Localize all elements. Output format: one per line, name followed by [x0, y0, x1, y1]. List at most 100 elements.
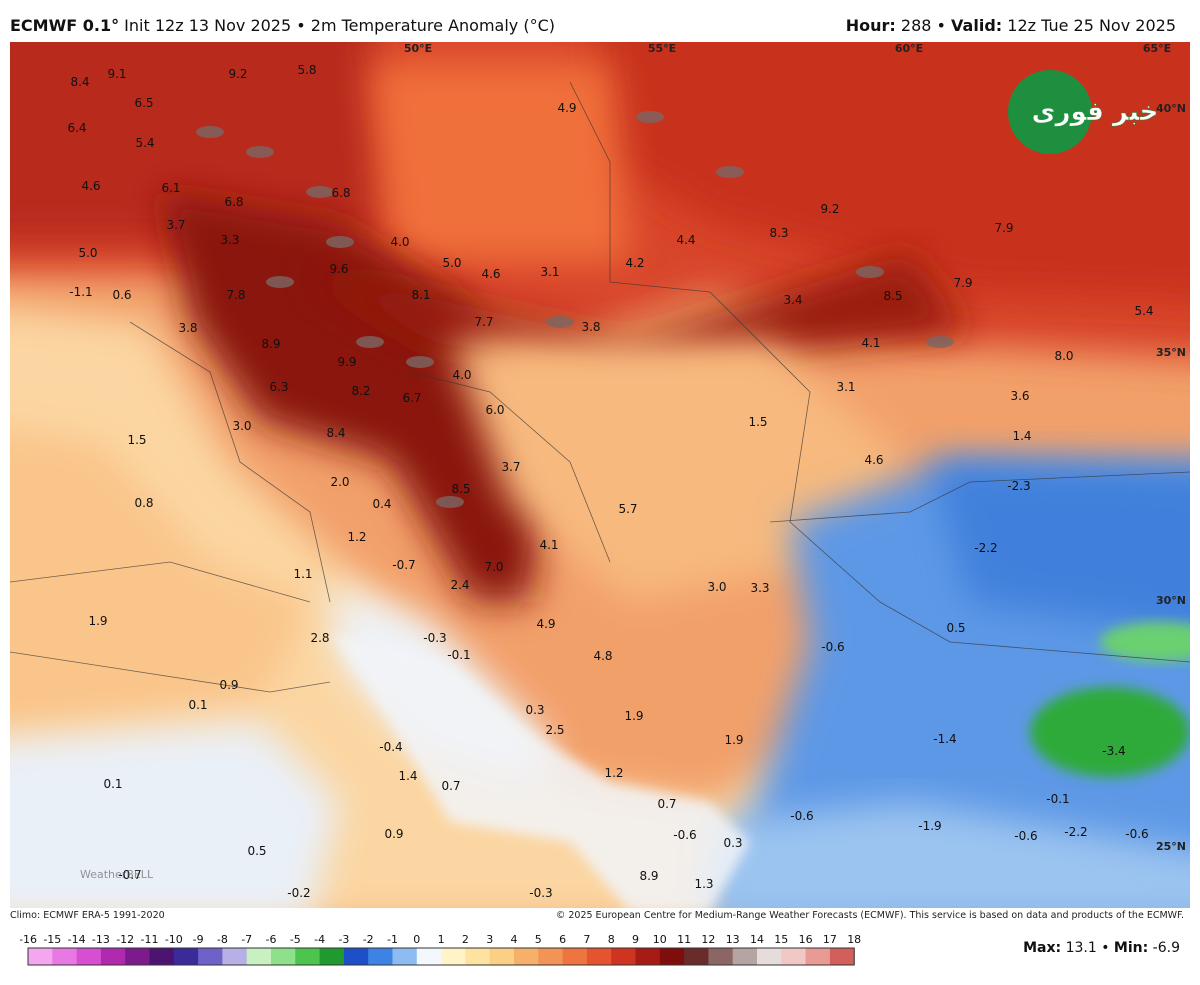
- anomaly-label: 8.0: [1054, 349, 1073, 363]
- anomaly-label: 8.3: [769, 226, 788, 240]
- anomaly-label: 0.9: [384, 827, 403, 841]
- anomaly-label: -1.9: [918, 819, 941, 833]
- anomaly-label: 0.5: [247, 844, 266, 858]
- anomaly-label: 1.4: [398, 769, 417, 783]
- anomaly-label: -1.4: [933, 732, 956, 746]
- colorbar-bin: [368, 948, 393, 965]
- anomaly-label: 8.9: [639, 869, 658, 883]
- anomaly-label: 4.1: [861, 336, 880, 350]
- anomaly-label: 5.7: [618, 502, 637, 516]
- anomaly-label: 4.4: [676, 233, 695, 247]
- terrain-patch: [246, 146, 274, 158]
- colorbar-tick: 9: [632, 933, 639, 946]
- anomaly-label: 8.5: [451, 482, 470, 496]
- header-part: Max:: [1023, 940, 1062, 956]
- colorbar-tick: 14: [750, 933, 764, 946]
- anomaly-label: 5.0: [442, 256, 461, 270]
- anomaly-label: 1.3: [694, 877, 713, 891]
- temperature-area: [1030, 687, 1190, 777]
- temperature-area: [1100, 622, 1190, 662]
- colorbar-tick: -14: [68, 933, 86, 946]
- anomaly-label: 4.1: [539, 538, 558, 552]
- colorbar-bin: [732, 948, 758, 965]
- colorbar-tick: 2: [462, 933, 469, 946]
- border: [709, 291, 951, 643]
- stats: Max: 13.1 • Min: -6.9: [1023, 940, 1180, 956]
- colorbar-tick: 16: [799, 933, 813, 946]
- colorbar-bin: [781, 948, 807, 965]
- anomaly-label: 8.5: [883, 289, 902, 303]
- copyright: © 2025 European Centre for Medium-Range …: [555, 910, 1184, 921]
- colorbar-tick: -12: [116, 933, 134, 946]
- anomaly-label: 4.0: [452, 368, 471, 382]
- header-part: Hour:: [845, 16, 896, 35]
- header-part: Valid:: [951, 16, 1003, 35]
- colorbar-tick: -11: [141, 933, 159, 946]
- colorbar-bin: [319, 948, 345, 965]
- colorbar-bin: [441, 948, 466, 965]
- colorbar-tick: 11: [677, 933, 691, 946]
- colorbar-tick: -3: [338, 933, 349, 946]
- anomaly-label: -0.6: [1125, 827, 1148, 841]
- colorbar-bin: [76, 948, 102, 965]
- anomaly-label: -3.4: [1102, 744, 1125, 758]
- anomaly-label: -0.1: [1046, 792, 1069, 806]
- anomaly-label: 6.4: [67, 121, 86, 135]
- colorbar: -16 -15 -14 -13 -12 -11 -10 -9 -8 -7 -6 -5 -4 -3 -2 -1 0…: [20, 933, 861, 966]
- logo-badge: [1008, 70, 1092, 154]
- lon-label: 50°E: [404, 42, 432, 55]
- colorbar-tick: 8: [608, 933, 615, 946]
- anomaly-label: 3.0: [707, 580, 726, 594]
- anomaly-label: 5.8: [297, 63, 316, 77]
- colorbar-bin: [416, 948, 442, 965]
- colorbar-bin: [149, 948, 175, 965]
- colorbar-bin: [635, 948, 661, 965]
- anomaly-label: 6.7: [402, 391, 421, 405]
- anomaly-label: 3.1: [836, 380, 855, 394]
- anomaly-label: 1.9: [624, 709, 643, 723]
- header-part: Min:: [1113, 940, 1149, 956]
- anomaly-label: -0.1: [447, 648, 470, 662]
- anomaly-label: 9.9: [337, 355, 356, 369]
- anomaly-label: 3.8: [178, 321, 197, 335]
- lat-label: 35°N: [1156, 346, 1186, 359]
- anomaly-label: -2.3: [1007, 479, 1030, 493]
- anomaly-label: 6.1: [161, 181, 180, 195]
- header-part: Init 12z 13 Nov 2025 • 2m Temperature An…: [119, 16, 555, 35]
- colorbar-tick: 12: [701, 933, 715, 946]
- colorbar-tick: 5: [535, 933, 542, 946]
- colorbar-bin: [514, 948, 539, 965]
- anomaly-label: -0.6: [821, 640, 844, 654]
- colorbar-tick: -5: [290, 933, 301, 946]
- anomaly-label: 3.3: [750, 581, 769, 595]
- colorbar-bin: [173, 948, 199, 965]
- colorbar-bin: [586, 948, 612, 965]
- anomaly-label: -0.4: [379, 740, 402, 754]
- colorbar-tick: -10: [165, 933, 183, 946]
- anomaly-label: 1.2: [604, 766, 623, 780]
- border: [10, 561, 311, 603]
- anomaly-label: 0.7: [657, 797, 676, 811]
- colorbar-tick: -16: [20, 933, 37, 946]
- anomaly-label: 5.4: [1134, 304, 1153, 318]
- anomaly-label: 0.8: [134, 496, 153, 510]
- colorbar-tick: -15: [43, 933, 61, 946]
- colorbar-tick: 10: [653, 933, 667, 946]
- colorbar-bin: [392, 948, 418, 965]
- anomaly-label: 2.8: [310, 631, 329, 645]
- colorbar-bin: [465, 948, 491, 965]
- anomaly-label: 3.3: [220, 233, 239, 247]
- anomaly-label: 8.4: [326, 426, 345, 440]
- header-part: 12z Tue 25 Nov 2025: [1002, 16, 1176, 35]
- colorbar-tick: 15: [774, 933, 788, 946]
- anomaly-label: 0.1: [103, 777, 122, 791]
- colorbar-tick: -9: [193, 933, 204, 946]
- anomaly-label: 3.7: [501, 460, 520, 474]
- terrain-patch: [716, 166, 744, 178]
- colorbar-tick: 1: [438, 933, 445, 946]
- anomaly-label: 0.4: [372, 497, 391, 511]
- terrain-patch: [436, 496, 464, 508]
- anomaly-label: 7.7: [474, 315, 493, 329]
- border: [949, 641, 1190, 663]
- colorbar-bin: [805, 948, 831, 965]
